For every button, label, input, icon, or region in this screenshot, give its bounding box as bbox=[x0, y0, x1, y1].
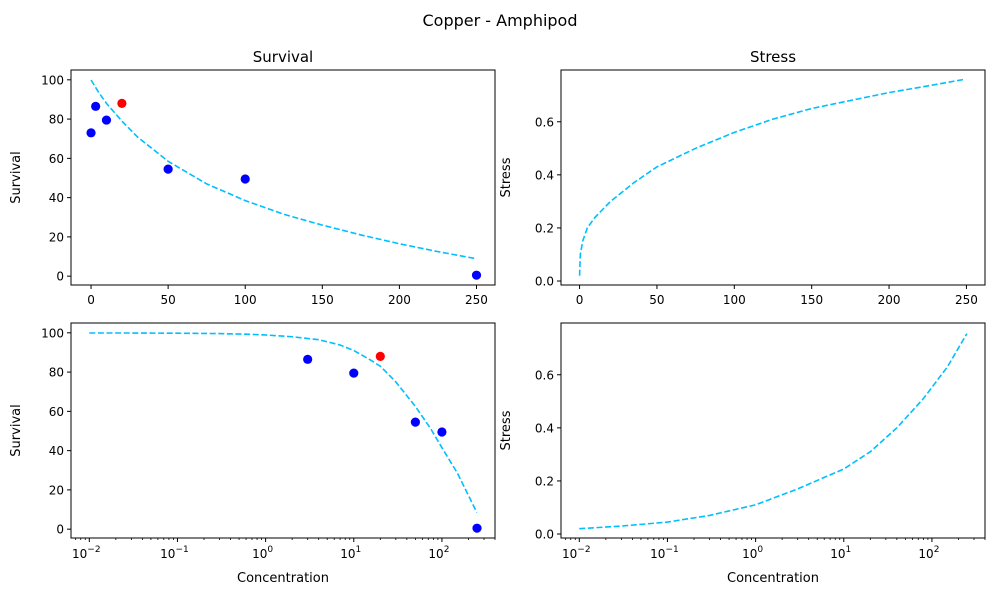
data-point bbox=[349, 368, 359, 378]
y-axis-label: Stress bbox=[499, 410, 514, 450]
y-tick-label: 0 bbox=[56, 523, 64, 537]
y-tick-label: 100 bbox=[41, 326, 64, 340]
axes-stress-log: 0.0 0.2 0.4 0.6 10−2 10−1 100 101 102 Stress Conce… bbox=[499, 322, 986, 586]
axes-frame bbox=[70, 322, 496, 539]
data-point bbox=[91, 101, 101, 111]
x-tick-label: 50 bbox=[649, 293, 664, 307]
x-tick-label: 200 bbox=[878, 293, 901, 307]
x-tick-label: 250 bbox=[955, 293, 978, 307]
y-tick-label: 0.2 bbox=[535, 474, 554, 488]
x-tick-label: 102 bbox=[918, 545, 939, 561]
x-tick-label: 10−1 bbox=[160, 545, 189, 561]
fit-curve-line bbox=[579, 333, 968, 530]
data-point bbox=[303, 354, 313, 364]
fit-curve-line bbox=[89, 332, 478, 513]
x-tick-label: 10−1 bbox=[650, 545, 679, 561]
x-tick-label: 100 bbox=[723, 293, 746, 307]
data-point bbox=[472, 523, 482, 533]
y-tick-label: 0.0 bbox=[535, 275, 554, 289]
x-tick-label: 150 bbox=[311, 293, 334, 307]
y-tick-label: 60 bbox=[49, 405, 64, 419]
y-tick-label: 80 bbox=[49, 366, 64, 380]
y-tick-label: 0.0 bbox=[535, 528, 554, 542]
y-tick-label: 0.6 bbox=[535, 368, 554, 382]
fit-curve-line bbox=[90, 79, 476, 260]
x-tick-label: 100 bbox=[742, 545, 763, 561]
y-tick-label: 0.6 bbox=[535, 115, 554, 129]
axes-title: Survival bbox=[253, 48, 313, 66]
x-tick-label: 101 bbox=[830, 545, 851, 561]
data-point bbox=[410, 417, 420, 427]
data-point bbox=[437, 427, 447, 437]
fit-curve-line bbox=[578, 78, 966, 276]
axes-title: Stress bbox=[750, 48, 796, 66]
x-axis-label: Concentration bbox=[237, 571, 329, 586]
y-tick-label: 40 bbox=[49, 191, 64, 205]
x-tick-label: 200 bbox=[388, 293, 411, 307]
y-tick-label: 0.4 bbox=[535, 421, 554, 435]
data-point bbox=[101, 115, 112, 125]
axes-stress-linear: Stress 0.0 0.2 0.4 0.6 0 50 100 150 200 250 Stress bbox=[499, 48, 986, 307]
y-tick-label: 20 bbox=[49, 230, 64, 244]
x-tick-label: 102 bbox=[428, 545, 449, 561]
y-tick-label: 100 bbox=[41, 73, 64, 87]
x-tick-label: 50 bbox=[160, 293, 175, 307]
y-axis-label: Survival bbox=[9, 404, 24, 456]
x-tick-label: 150 bbox=[800, 293, 823, 307]
x-tick-label: 0 bbox=[576, 293, 584, 307]
x-tick-label: 100 bbox=[252, 545, 273, 561]
x-tick-label: 101 bbox=[340, 545, 361, 561]
y-tick-label: 0 bbox=[56, 270, 64, 284]
x-axis-label: Concentration bbox=[727, 571, 819, 586]
data-point bbox=[471, 270, 482, 280]
x-tick-label: 0 bbox=[87, 293, 95, 307]
highlight-point bbox=[117, 98, 127, 108]
highlight-point bbox=[375, 351, 385, 361]
x-tick-label: 10−2 bbox=[72, 545, 101, 561]
x-tick-label: 100 bbox=[234, 293, 257, 307]
axes-survival-linear: Survival 0 20 40 60 80 100 0 50 100 150 200 250 Survi… bbox=[9, 48, 496, 307]
axes-frame bbox=[70, 69, 496, 286]
y-axis-label: Survival bbox=[9, 151, 24, 203]
axes-frame bbox=[560, 322, 986, 539]
y-tick-label: 20 bbox=[49, 483, 64, 497]
y-tick-label: 0.2 bbox=[535, 221, 554, 235]
y-axis-label: Stress bbox=[499, 157, 514, 197]
axes-survival-log: 0 20 40 60 80 100 10−2 10−1 100 101 102 Survival Con… bbox=[9, 322, 496, 586]
y-tick-label: 80 bbox=[49, 113, 64, 127]
figure-suptitle: Copper - Amphipod bbox=[422, 11, 577, 30]
axes-frame bbox=[560, 69, 986, 286]
y-tick-label: 60 bbox=[49, 152, 64, 166]
data-point bbox=[240, 174, 250, 184]
y-tick-label: 0.4 bbox=[535, 168, 554, 182]
y-tick-label: 40 bbox=[49, 444, 64, 458]
data-point bbox=[86, 128, 96, 138]
data-point bbox=[163, 164, 173, 174]
x-tick-label: 10−2 bbox=[562, 545, 591, 561]
x-tick-label: 250 bbox=[465, 293, 488, 307]
